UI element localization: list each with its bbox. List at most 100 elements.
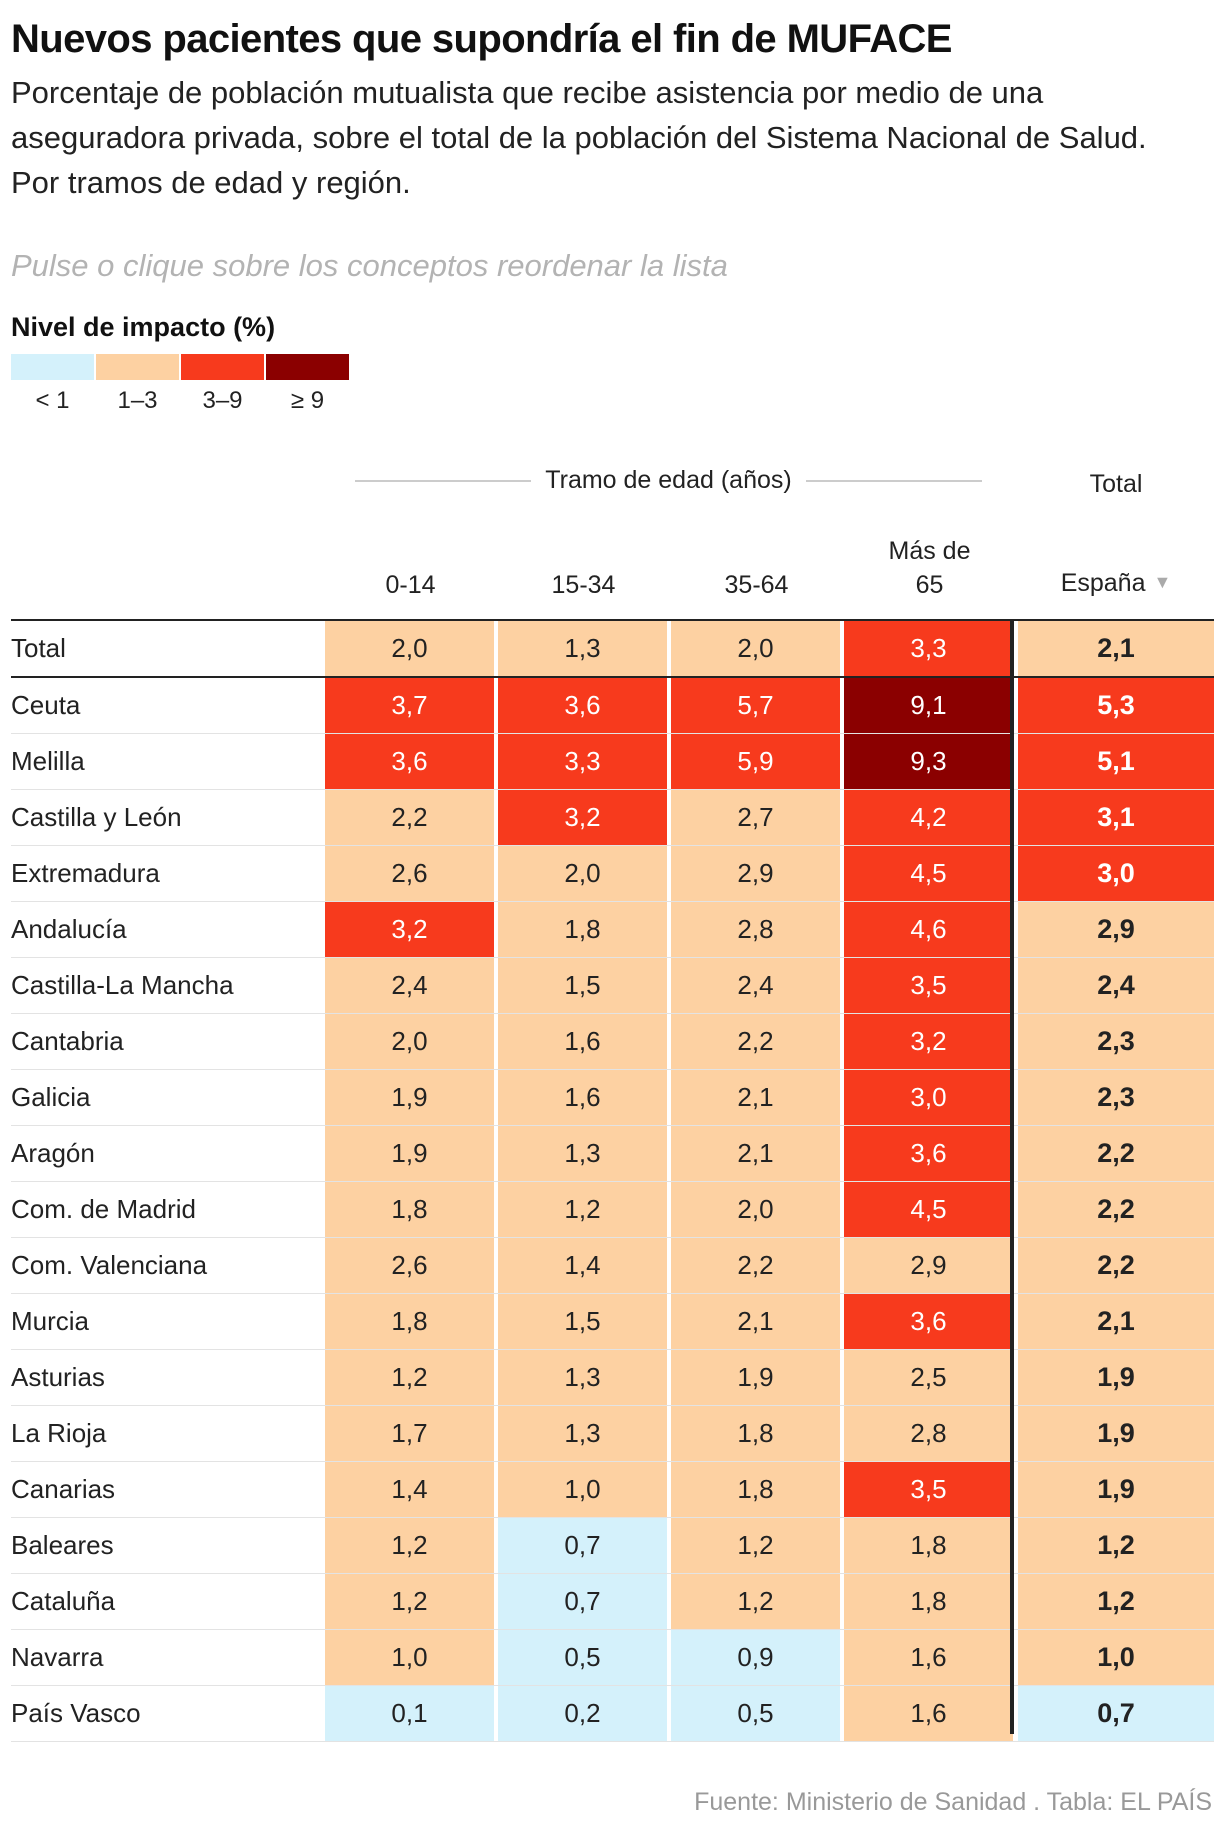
- total-cell: 5,1: [1018, 734, 1214, 789]
- total-cell: 2,1: [1018, 621, 1214, 676]
- region-label: La Rioja: [11, 1418, 107, 1448]
- total-cell: 0,7: [1018, 1686, 1214, 1741]
- region-label: Navarra: [11, 1642, 104, 1672]
- value-cell: 1,3: [498, 1126, 667, 1181]
- legend-item-gte9: ≥ 9: [266, 354, 349, 416]
- table-row: Andalucía 3,2 1,8 2,8 4,6 2,9: [11, 902, 1214, 958]
- value-cell: 1,8: [844, 1518, 1013, 1573]
- column-header-label: 0-14: [385, 571, 436, 599]
- value-cell: 1,6: [844, 1686, 1013, 1741]
- total-cell: 2,4: [1018, 958, 1214, 1013]
- value-cell: 0,9: [671, 1630, 840, 1685]
- column-header-label: 35-64: [724, 571, 789, 599]
- value-cell: 3,6: [498, 678, 667, 733]
- value-cell: 3,6: [844, 1294, 1013, 1349]
- data-table: Total 2,0 1,3 2,0 3,3 2,1 Ceuta 3,7 3,6 5,7 9,1 5,3…: [11, 619, 1214, 1742]
- value-cell: 1,3: [498, 621, 667, 676]
- table-row: Ceuta 3,7 3,6 5,7 9,1 5,3: [11, 678, 1214, 734]
- table-row: Melilla 3,6 3,3 5,9 9,3 5,1: [11, 734, 1214, 790]
- value-cell: 0,5: [671, 1686, 840, 1741]
- value-cell: 2,5: [844, 1350, 1013, 1405]
- total-column-divider: [1010, 619, 1014, 1734]
- value-cell: 1,6: [844, 1630, 1013, 1685]
- value-cell: 1,8: [325, 1182, 494, 1237]
- column-header-mas-de-65[interactable]: Más de 65: [844, 528, 1015, 608]
- region-label: Total: [11, 633, 66, 663]
- total-cell: 3,1: [1018, 790, 1214, 845]
- value-cell: 4,6: [844, 902, 1013, 957]
- sort-hint: Pulse o clique sobre los conceptos reord…: [11, 248, 728, 283]
- region-label: Com. de Madrid: [11, 1194, 196, 1224]
- divider: [805, 479, 982, 482]
- sort-desc-icon: ▼: [1153, 572, 1172, 592]
- value-cell: 1,8: [844, 1574, 1013, 1629]
- page-title: Nuevos pacientes que supondría el fin de…: [11, 17, 952, 61]
- value-cell: 2,8: [671, 902, 840, 957]
- page-subtitle: Porcentaje de población mutualista que r…: [11, 75, 1147, 200]
- legend-item-1-3: 1–3: [96, 354, 179, 416]
- region-label: Castilla y León: [11, 802, 182, 832]
- value-cell: 3,2: [844, 1014, 1013, 1069]
- value-cell: 1,8: [671, 1406, 840, 1461]
- region-label: Canarias: [11, 1474, 116, 1504]
- table-row: Navarra 1,0 0,5 0,9 1,6 1,0: [11, 1630, 1214, 1686]
- value-cell: 3,0: [844, 1070, 1013, 1125]
- value-cell: 2,0: [498, 846, 667, 901]
- value-cell: 0,5: [498, 1630, 667, 1685]
- total-cell: 2,3: [1018, 1070, 1214, 1125]
- legend-label: < 1: [35, 387, 70, 414]
- total-cell: 1,2: [1018, 1518, 1214, 1573]
- value-cell: 1,9: [325, 1070, 494, 1125]
- value-cell: 1,4: [498, 1238, 667, 1293]
- value-cell: 1,2: [325, 1350, 494, 1405]
- legend-label: 1–3: [117, 387, 158, 414]
- value-cell: 4,5: [844, 1182, 1013, 1237]
- value-cell: 2,0: [325, 621, 494, 676]
- value-cell: 3,3: [844, 621, 1013, 676]
- value-cell: 2,8: [844, 1406, 1013, 1461]
- value-cell: 2,9: [671, 846, 840, 901]
- value-cell: 1,3: [498, 1406, 667, 1461]
- value-cell: 2,2: [671, 1238, 840, 1293]
- value-cell: 1,6: [498, 1070, 667, 1125]
- value-cell: 2,7: [671, 790, 840, 845]
- value-cell: 5,9: [671, 734, 840, 789]
- value-cell: 2,0: [325, 1014, 494, 1069]
- table-row: Com. de Madrid 1,8 1,2 2,0 4,5 2,2: [11, 1182, 1214, 1238]
- value-cell: 1,2: [325, 1518, 494, 1573]
- table-row: Com. Valenciana 2,6 1,4 2,2 2,9 2,2: [11, 1238, 1214, 1294]
- value-cell: 2,2: [671, 1014, 840, 1069]
- region-label: País Vasco: [11, 1698, 141, 1728]
- total-cell: 1,9: [1018, 1462, 1214, 1517]
- column-header-espana[interactable]: España ▼: [1018, 528, 1214, 608]
- value-cell: 1,6: [498, 1014, 667, 1069]
- legend-label: 3–9: [202, 387, 243, 414]
- value-cell: 1,5: [498, 1294, 667, 1349]
- total-group-label: Total: [1089, 470, 1143, 498]
- region-label: Extremadura: [11, 858, 160, 888]
- table-row: Cataluña 1,2 0,7 1,2 1,8 1,2: [11, 1574, 1214, 1630]
- table-row: Castilla y León 2,2 3,2 2,7 4,2 3,1: [11, 790, 1214, 846]
- region-label: Com. Valenciana: [11, 1250, 208, 1280]
- value-cell: 1,2: [325, 1574, 494, 1629]
- value-cell: 2,4: [671, 958, 840, 1013]
- value-cell: 0,7: [498, 1518, 667, 1573]
- column-header-15-34[interactable]: 15-34: [498, 528, 669, 608]
- value-cell: 1,0: [325, 1630, 494, 1685]
- region-label: Galicia: [11, 1082, 91, 1112]
- region-label: Aragón: [11, 1138, 95, 1168]
- table-row: Baleares 1,2 0,7 1,2 1,8 1,2: [11, 1518, 1214, 1574]
- legend-item-3-9: 3–9: [181, 354, 264, 416]
- total-cell: 5,3: [1018, 678, 1214, 733]
- column-header-label: Más de 65: [888, 537, 971, 599]
- region-label: Cantabria: [11, 1026, 124, 1056]
- table-row: La Rioja 1,7 1,3 1,8 2,8 1,9: [11, 1406, 1214, 1462]
- value-cell: 0,2: [498, 1686, 667, 1741]
- value-cell: 1,0: [498, 1462, 667, 1517]
- value-cell: 1,8: [325, 1294, 494, 1349]
- value-cell: 3,5: [844, 958, 1013, 1013]
- total-cell: 2,3: [1018, 1014, 1214, 1069]
- column-header-35-64[interactable]: 35-64: [671, 528, 842, 608]
- column-header-0-14[interactable]: 0-14: [325, 528, 496, 608]
- total-cell: 2,9: [1018, 902, 1214, 957]
